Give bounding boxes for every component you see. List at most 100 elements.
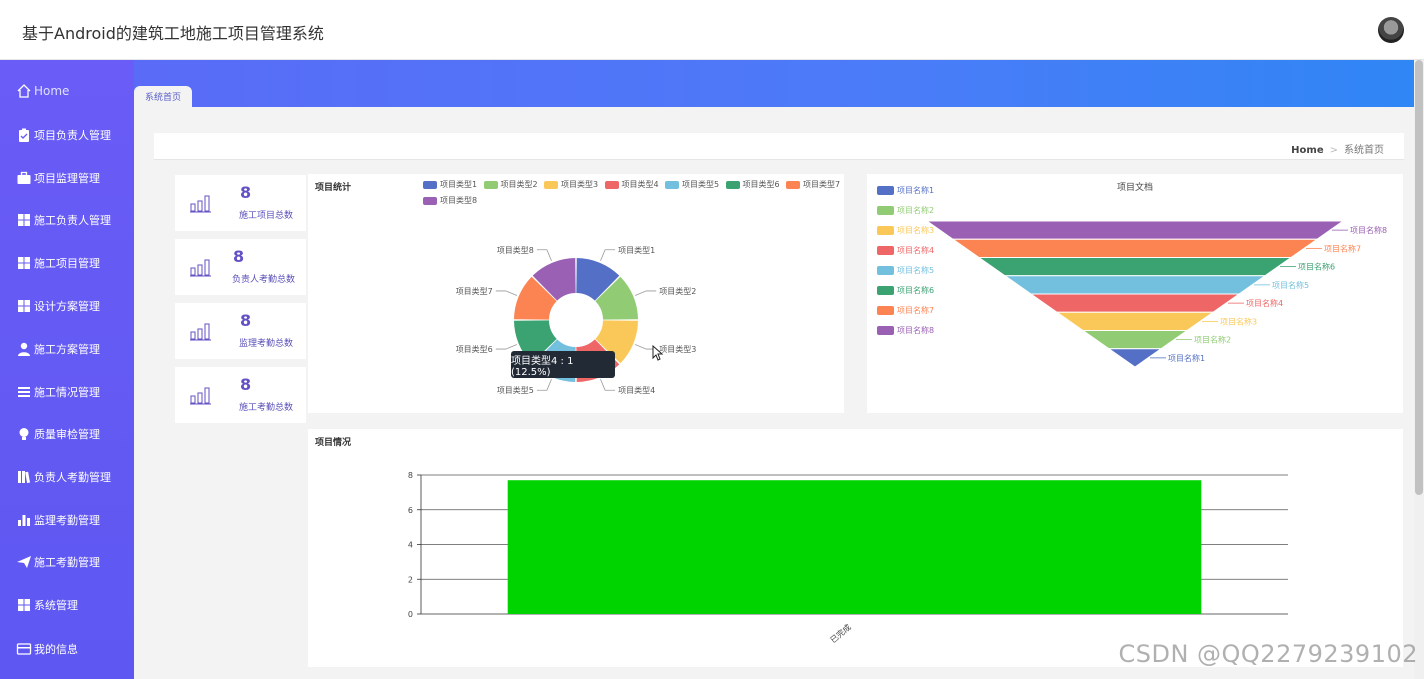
funnel-legend-item[interactable]: 项目名称5 [877,265,934,276]
y-tick-label: 2 [408,575,413,584]
stat-label: 施工考勤总数 [239,403,294,413]
stat-value: 8 [240,183,252,202]
funnel-segment [925,220,1345,240]
bar-chart-icon [16,512,32,528]
funnel-segment-label: 项目名称8 [1350,225,1387,235]
sidebar-item-label: 负责人考勤管理 [34,471,111,484]
home-icon [16,83,32,99]
funnel-legend-item[interactable]: 项目名称1 [877,185,934,196]
pie-legend-item[interactable]: 项目类型4 [604,179,659,190]
funnel-legend-item[interactable]: 项目名称3 [877,225,934,236]
pie-slice-label: 项目类型3 [659,344,696,354]
funnel-chart: 项目名称8 项目名称7 项目名称6 项目名称5 项目名称4 项目名称3 项目名称2 项目名称1 [925,220,1387,368]
y-tick-label: 6 [408,506,413,515]
funnel-segment [1107,348,1163,368]
pie-slice [595,276,638,320]
funnel-legend-item[interactable]: 项目名称8 [877,325,934,336]
page-scrollbar-thumb[interactable] [1415,60,1423,495]
funnel-legend-item[interactable]: 项目名称7 [877,305,934,316]
funnel-segment [1081,330,1189,350]
y-tick-label: 0 [408,610,413,619]
stat-label: 负责人考勤总数 [232,275,296,285]
funnel-legend-item[interactable]: 项目名称6 [877,285,934,296]
project-docs-panel: 项目文档 项目名称1 项目名称2 项目名称3 项目名称4 项目名称5 项目名称6 项目名称7… [867,174,1403,413]
sidebar-item-label: 施工负责人管理 [34,214,111,227]
x-tick-label: 已完成 [828,622,853,645]
legend-label: 项目名称2 [897,206,935,215]
bar-chart-icon [190,259,211,277]
user-avatar[interactable] [1378,17,1404,43]
legend-label: 项目类型7 [803,180,841,189]
legend-label: 项目类型6 [742,180,780,189]
project-status-panel: 项目情况 0 2 4 6 8 已完成 [308,429,1403,667]
breadcrumb: Home > 系统首页 [1291,141,1384,156]
bar-chart-icon [190,323,211,341]
sidebar-item-13[interactable]: 我的信息 [16,638,78,660]
user-icon [16,341,32,357]
sidebar-item-home[interactable]: Home [16,80,69,102]
sidebar-item-5[interactable]: 设计方案管理 [16,295,100,317]
legend-label: 项目名称3 [897,226,935,235]
stat-card: 8 负责人考勤总数 [175,239,306,295]
stat-value: 8 [240,311,252,330]
pie-tooltip: 项目类型4 : 1 (12.5%) [511,351,615,378]
stat-card: 8 监理考勤总数 [175,303,306,359]
pie-label-line [536,249,552,262]
sidebar-item-10[interactable]: 监理考勤管理 [16,509,100,531]
funnel-legend-item[interactable]: 项目名称4 [877,245,934,256]
pie-legend-item[interactable]: 项目类型8 [423,195,477,206]
bar-chart-title: 项目情况 [315,438,352,448]
y-tick-label: 8 [408,471,413,480]
funnel-segment-label: 项目名称3 [1220,316,1257,326]
bar-chart-icon [190,387,211,405]
legend-label: 项目类型3 [561,180,599,189]
pie-legend-item[interactable]: 项目类型5 [665,179,719,190]
tab-home[interactable]: 系统首页 [134,86,192,107]
bulb-icon [16,426,32,442]
breadcrumb-home[interactable]: Home [1291,145,1324,156]
bar [507,480,1202,614]
grid-icon [16,212,32,228]
sidebar-item-2[interactable]: 项目监理管理 [16,167,100,189]
legend-label: 项目类型5 [682,180,720,189]
pie-label-line [536,378,552,391]
card-icon [16,641,32,657]
sidebar-item-9[interactable]: 负责人考勤管理 [16,466,111,488]
legend-swatch [877,326,894,335]
funnel-legend-item[interactable]: 项目名称2 [877,205,934,216]
mouse-cursor-icon [652,345,664,361]
breadcrumb-current: 系统首页 [1344,145,1384,156]
sidebar-item-12[interactable]: 系统管理 [16,594,78,616]
clipboard-icon [16,127,32,143]
legend-label: 项目名称5 [897,266,935,275]
legend-swatch [604,180,619,189]
pie-legend-item[interactable]: 项目类型2 [483,179,538,190]
bar-chart-icon [190,195,211,213]
pie-label-line [495,290,518,296]
grid-icon [16,255,32,271]
grid-icon [16,597,32,613]
send-icon [16,554,32,570]
breadcrumb-separator: > [1329,145,1338,156]
pie-slice [532,258,576,301]
pie-legend-item[interactable]: 项目类型1 [423,179,477,190]
sidebar-item-6[interactable]: 施工方案管理 [16,338,100,360]
pie-legend-item[interactable]: 项目类型3 [544,179,598,190]
stat-card: 8 施工项目总数 [175,175,306,231]
sidebar-item-1[interactable]: 项目负责人管理 [16,124,111,146]
sidebar-item-3[interactable]: 施工负责人管理 [16,209,111,231]
sidebar-item-8[interactable]: 质量审检管理 [16,423,100,445]
sidebar-item-label: 施工考勤管理 [34,556,100,569]
stat-card: 8 施工考勤总数 [175,367,306,423]
sidebar-item-4[interactable]: 施工项目管理 [16,252,100,274]
funnel-segment-label: 项目名称5 [1272,280,1309,290]
legend-swatch [877,226,894,235]
sidebar-item-label: 施工方案管理 [34,343,100,356]
pie-legend-item[interactable]: 项目类型6 [725,179,780,190]
pie-legend-item[interactable]: 项目类型7 [786,179,840,190]
app-title: 基于Android的建筑工地施工项目管理系统 [22,24,324,43]
funnel-segment [1003,275,1267,295]
bar-chart: 0 2 4 6 8 已完成 [408,471,1288,645]
sidebar-item-7[interactable]: 施工情况管理 [16,381,100,403]
sidebar-item-11[interactable]: 施工考勤管理 [16,551,100,573]
